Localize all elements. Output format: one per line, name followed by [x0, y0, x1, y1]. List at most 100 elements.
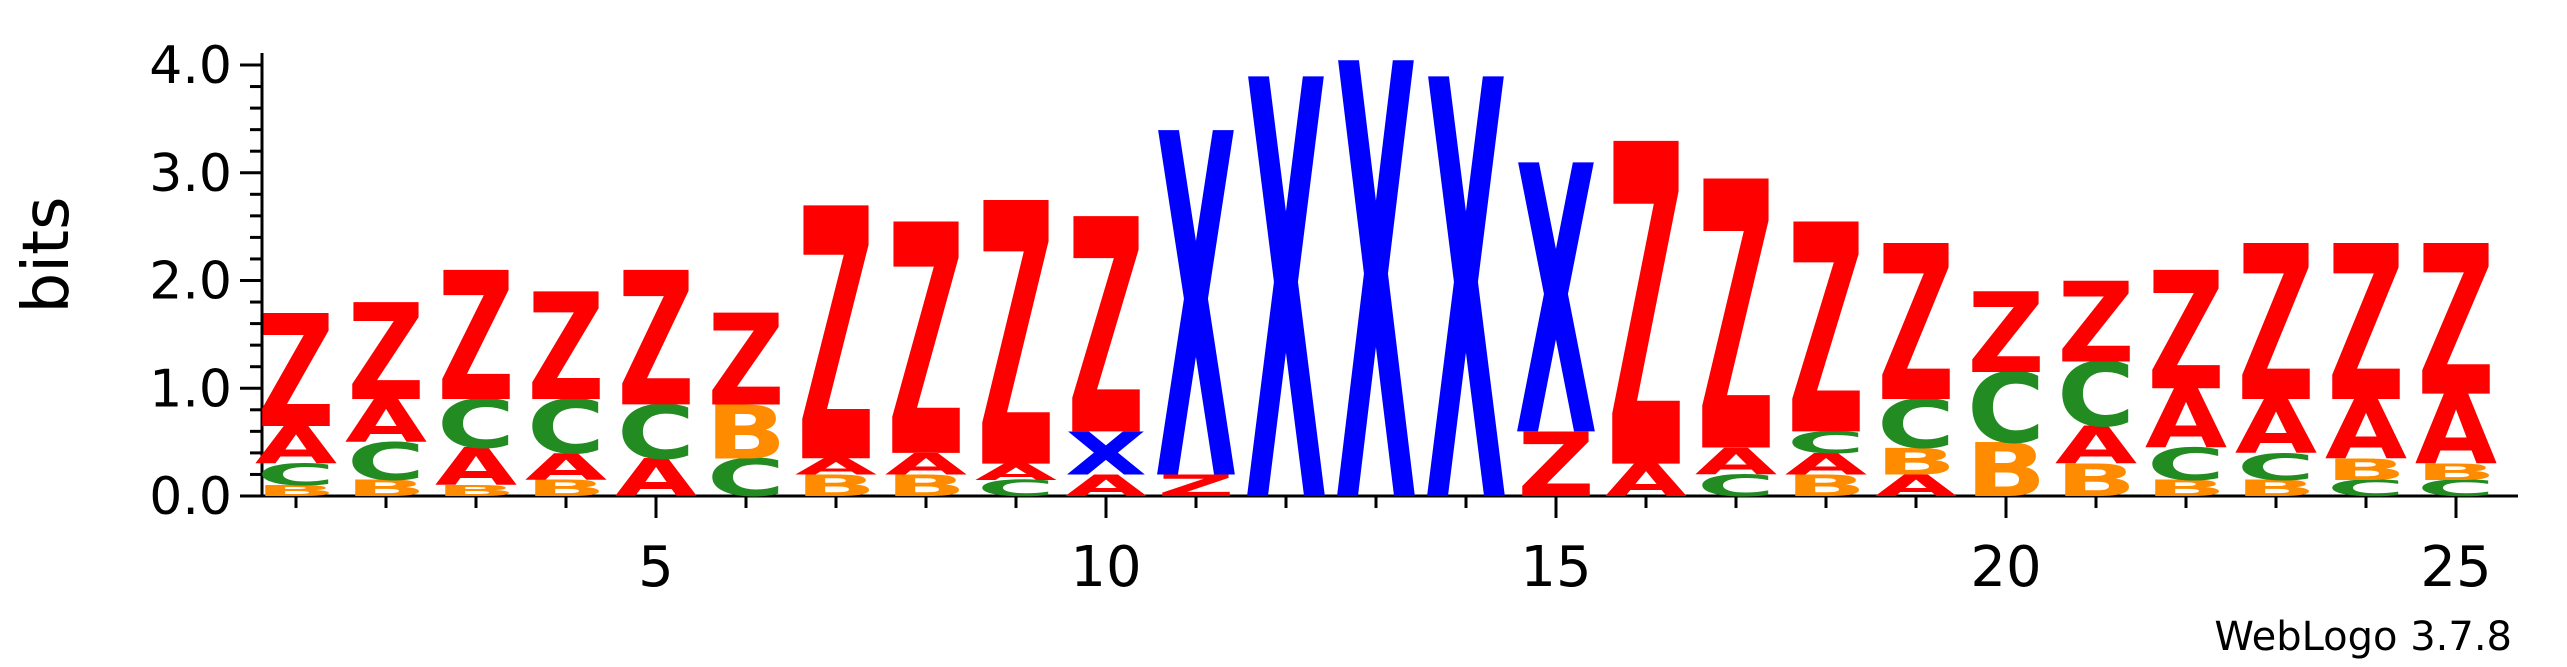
logo-letter-c: C — [1697, 469, 1775, 503]
logo-letter-x: X — [1155, 36, 1237, 587]
logo-letter-x: X — [1425, 0, 1507, 632]
y-tick-label: 1.0 — [149, 359, 232, 419]
stack-position-8: BAZ — [885, 158, 967, 528]
logo-letter-c: C — [2147, 439, 2225, 491]
logo-letter-z: Z — [347, 276, 424, 431]
logo-letter-b: B — [1786, 469, 1867, 503]
logo-letter-c: C — [2417, 476, 2495, 502]
logo-letter-b: B — [1966, 427, 2047, 513]
logo-letter-c: C — [1787, 426, 1865, 460]
x-tick-label: 10 — [1070, 535, 1141, 600]
logo-letter-z: Z — [1517, 415, 1594, 518]
logo-letter-z: Z — [2237, 200, 2314, 450]
logo-letter-z: Z — [1607, 52, 1684, 568]
logo-letter-z: Z — [977, 129, 1054, 550]
x-tick-label: 25 — [2420, 535, 2491, 600]
logo-letter-a: A — [525, 446, 608, 489]
logo-letter-a: A — [1605, 455, 1687, 507]
y-axis-label: bits — [10, 197, 84, 314]
logo-letter-b: B — [2146, 476, 2227, 502]
y-tick-label: 4.0 — [149, 36, 232, 96]
logo-letter-c: C — [2237, 446, 2315, 489]
logo-letter-z: Z — [437, 235, 514, 441]
logo-letter-a: A — [975, 460, 1058, 486]
logo-letter-z: Z — [887, 158, 964, 528]
logo-letter-a: A — [2145, 373, 2227, 467]
logo-letter-a: A — [435, 437, 518, 498]
logo-letter-a: A — [1875, 469, 1957, 503]
logo-letter-x: X — [1245, 0, 1327, 632]
stack-position-15: ZX — [1515, 90, 1597, 519]
logo-letter-a: A — [2325, 384, 2407, 478]
logo-letter-a: A — [885, 448, 967, 482]
logo-letter-z: Z — [1967, 269, 2044, 399]
stack-position-10: AXZ — [1065, 159, 1147, 504]
logo-letter-z: Z — [1877, 200, 1954, 450]
logo-letter-z: Z — [797, 138, 874, 541]
logo-letter-b: B — [526, 476, 607, 502]
x-tick-label: 15 — [1520, 535, 1591, 600]
logo-letter-b: B — [256, 482, 337, 499]
axes: 0.0 1.0 2.0 3.0 4.0 5 10 15 20 25 — [149, 36, 2518, 600]
logo-letter-a: A — [795, 454, 878, 480]
logo-letter-a: A — [2235, 384, 2317, 470]
logo-letter-b: B — [2416, 460, 2497, 486]
logo-letter-c: C — [977, 476, 1055, 502]
logo-letter-z: Z — [2327, 200, 2404, 450]
logo-letter-z: Z — [1787, 166, 1864, 500]
logo-letter-z: Z — [707, 289, 784, 435]
logo-letter-a: A — [255, 415, 338, 476]
logo-letter-b: B — [346, 476, 427, 502]
logo-letter-c: C — [1967, 353, 2045, 465]
logo-letter-c: C — [527, 384, 605, 470]
logo-letter-z: Z — [527, 264, 604, 435]
y-tick-label: 0.0 — [149, 467, 232, 527]
logo-letter-x: X — [1515, 90, 1597, 519]
logo-letter-a: A — [1065, 469, 1147, 503]
logo-letter-z: Z — [617, 233, 694, 449]
logo-letter-z: Z — [2417, 201, 2494, 442]
y-tick-label: 3.0 — [149, 144, 232, 204]
logo-letter-c: C — [2327, 476, 2405, 502]
logo-letter-z: Z — [1067, 159, 1144, 502]
stack-position-6: CBZ — [706, 289, 787, 508]
stack-position-16: AZ — [1605, 52, 1687, 568]
stack-position-7: BAZ — [795, 138, 878, 541]
logo-letter-a: A — [1695, 440, 1778, 483]
stack-position-9: CAZ — [975, 129, 1058, 550]
logo-letter-z: Z — [1697, 106, 1774, 535]
logo-letter-b: B — [2056, 455, 2137, 507]
logo-letter-b: B — [2236, 476, 2317, 502]
logo-letter-a: A — [2415, 375, 2497, 487]
logo-letter-b: B — [796, 469, 877, 503]
logo-letter-z: Z — [2147, 239, 2224, 427]
logo-letter-c: C — [707, 448, 785, 509]
stack-position-12: X — [1245, 0, 1327, 632]
logo-letter-b: B — [436, 482, 517, 499]
stack-position-5: ACZ — [615, 233, 698, 509]
footer-version: WebLogo 3.7.8 — [2214, 614, 2512, 660]
logo-letter-z: Z — [1157, 469, 1234, 503]
logo-letter-c: C — [2057, 344, 2135, 447]
logo-letter-c: C — [1877, 386, 1955, 463]
logo-letter-z: Z — [257, 284, 334, 464]
stack-position-13: X — [1335, 0, 1417, 638]
logo-letter-c: C — [257, 458, 335, 492]
logo-letter-b: B — [886, 469, 967, 503]
logo-letter-x: X — [1065, 420, 1147, 489]
stack-position-14: X — [1425, 0, 1507, 632]
logo-letter-c: C — [437, 386, 515, 463]
logo-letter-c: C — [617, 390, 695, 476]
logo-letter-x: X — [1335, 0, 1417, 638]
